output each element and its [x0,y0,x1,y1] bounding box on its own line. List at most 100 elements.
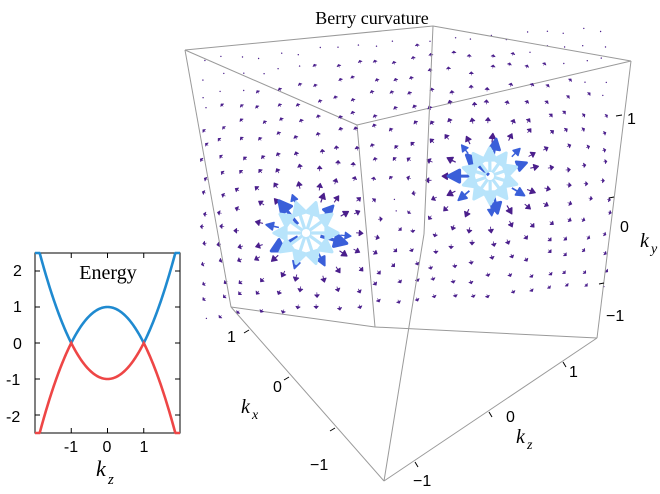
berry-arrow-dot [337,46,339,48]
kz-tick-0: 0 [506,409,515,426]
energy-xtick-m1: -1 [64,439,78,456]
berry-arrow-dot [375,45,378,47]
berry-arrow [542,62,547,66]
berry-arrow [276,131,282,136]
berry-arrow [510,118,516,125]
berry-arrow [487,226,494,234]
berry-arrow [391,60,397,65]
berry-arrow [600,178,605,184]
berry-arrow [491,241,497,247]
berry-arrow [280,309,286,314]
berry-arrow [607,210,612,215]
berry-arrow-dot [563,46,566,48]
berry-arrow [443,206,449,212]
berry-arrow [410,228,416,233]
berry-arrow [239,169,244,174]
berry-arrow [335,160,341,166]
berry-arrow [295,304,301,310]
berry-arrow [238,291,242,295]
berry-arrow [451,50,457,55]
berry-arrow [602,147,607,153]
berry-arrow [219,154,223,159]
berry-arrow [335,286,341,292]
berry-arrow [318,192,326,203]
berry-arrow [356,197,361,202]
ky-label: k [640,230,650,252]
berry-arrow [221,192,226,198]
box-axis-ticks [243,114,623,468]
berry-arrow-dot [563,62,565,65]
berry-arrow [505,239,511,245]
berry-arrow [446,189,456,197]
berry-arrow [398,227,402,231]
berry-arrow [202,240,207,246]
berry-arrow [319,148,326,154]
kx-tick-0: 0 [273,379,282,396]
berry-arrow-dot [205,317,208,320]
berry-arrow [525,118,531,123]
berry-arrow [332,178,339,185]
berry-arrow [432,232,438,238]
berry-arrow [410,141,415,146]
berry-arrow-dot [241,56,244,58]
monopole-burst-arrow [493,173,519,189]
berry-arrow [529,83,535,87]
berry-arrow [374,234,380,240]
berry-arrow [547,285,551,289]
berry-arrow [236,310,241,314]
berry-arrow [254,255,261,261]
berry-arrow [414,261,420,266]
berry-arrow [526,187,536,195]
berry-arrow [567,217,572,223]
berry-arrow-dot [582,45,584,47]
energy-xlabel: k [96,456,107,481]
berry-arrow [260,277,265,283]
berry-arrow [406,157,411,162]
berry-arrow [397,279,402,284]
berry-arrow [262,120,267,125]
berry-arrow [340,231,352,240]
ky-tick-0: 0 [620,219,629,236]
berry-arrow [337,305,343,311]
berry-arrow [548,113,553,118]
berry-arrow [562,110,566,115]
berry-arrow [340,210,350,218]
berry-arrow [350,161,356,167]
berry-arrow [280,270,287,278]
monopole-burst-arrow [490,151,508,174]
berry-arrow [543,146,549,152]
berry-arrow [202,281,206,286]
berry-arrow [358,266,364,272]
berry-arrow [339,250,348,257]
berry-arrow [275,168,281,174]
berry-arrow [314,292,320,298]
berry-arrow [199,157,204,162]
berry-arrow [466,227,473,234]
berry-arrow [468,280,474,285]
berry-arrow [431,294,437,299]
berry-arrow [444,134,450,140]
berry-arrow [389,90,395,95]
berry-arrow [295,103,301,107]
berry-arrow [471,101,478,107]
berry-arrow [530,163,540,171]
berry-arrow [239,136,244,141]
berry-arrow [485,272,491,277]
berry-arrow [258,200,265,206]
berry-arrow [313,304,319,310]
berry-arrow [356,229,364,237]
berry-arrow-dot [357,44,360,46]
berry-arrow-dot [243,89,245,92]
berry-arrow [507,133,514,141]
berry-arrow [581,113,586,118]
berry-arrow [450,279,456,284]
berry-arrow-dot [257,57,260,60]
berry-arrow [396,299,401,304]
kz-tick-1: 1 [569,364,578,381]
berry-arrow [464,208,471,218]
berry-arrow [488,132,497,143]
energy-ticks [35,253,180,433]
berry-arrow [316,165,323,172]
kx-label: k [241,396,251,418]
berry-arrow [338,115,343,120]
